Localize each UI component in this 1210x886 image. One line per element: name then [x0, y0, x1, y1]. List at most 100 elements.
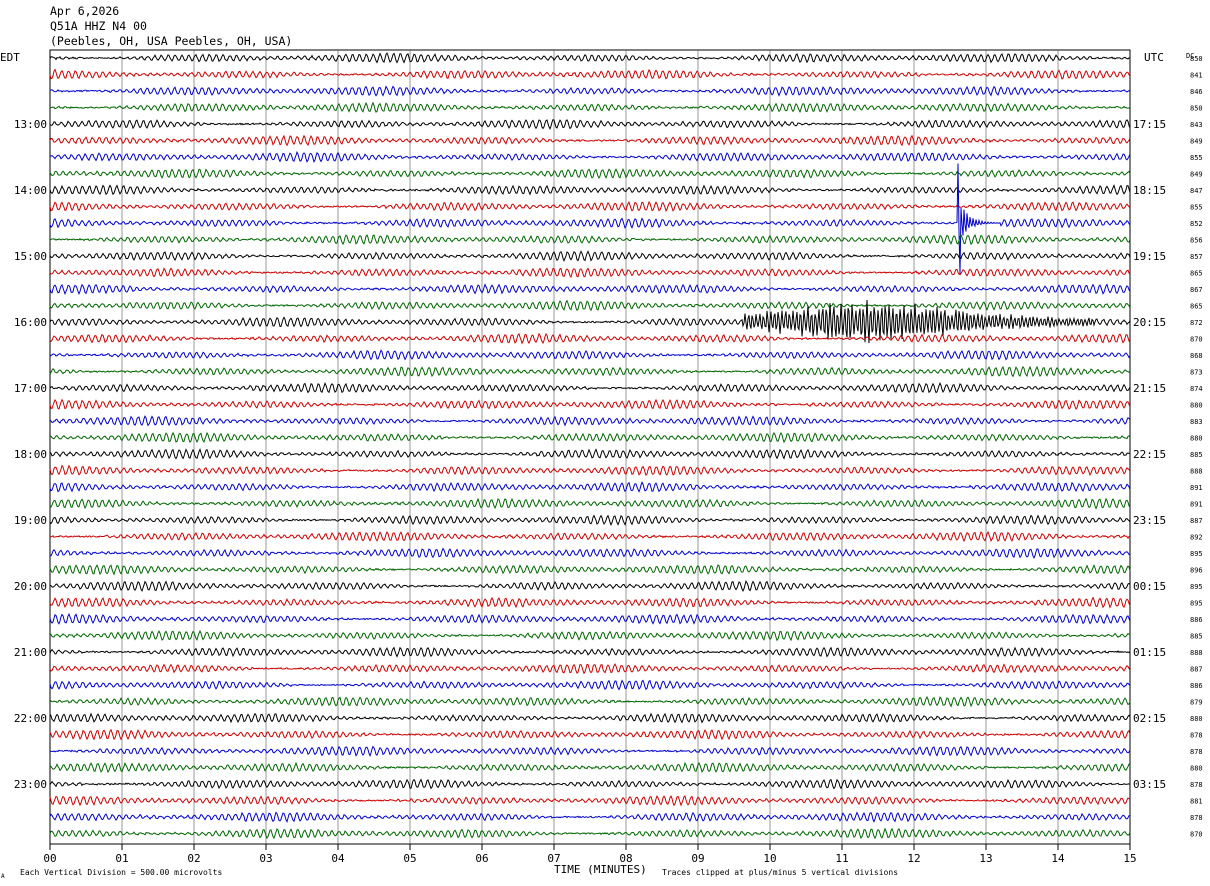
trace-line	[49, 233, 1131, 246]
dc-value: 887	[1190, 517, 1203, 525]
right-hour-label: 23:15	[1133, 514, 1166, 527]
dc-value: 892	[1190, 534, 1203, 542]
trace-line	[49, 167, 1131, 180]
trace-line	[49, 85, 1131, 97]
dc-value: 895	[1190, 550, 1203, 558]
right-hour-label: 03:15	[1133, 778, 1166, 791]
x-tick-label: 07	[547, 852, 560, 865]
trace-line	[49, 184, 1131, 196]
right-timezone-label: UTC	[1144, 51, 1164, 64]
dc-value: 865	[1190, 303, 1203, 311]
left-timezone-label: EDT	[0, 51, 20, 64]
plot-frame	[49, 49, 1131, 845]
dc-value: 850	[1190, 55, 1203, 63]
trace-line	[49, 728, 1131, 741]
dc-value: 841	[1190, 72, 1203, 80]
dc-value: 855	[1190, 154, 1203, 162]
x-tick-label: 03	[259, 852, 272, 865]
dc-header-label: DC	[1186, 52, 1194, 60]
left-hour-label: 16:00	[14, 316, 47, 329]
dc-value: 879	[1190, 699, 1203, 707]
trace-line	[49, 564, 1131, 576]
dc-value: 878	[1190, 781, 1203, 789]
right-hour-label: 20:15	[1133, 316, 1166, 329]
trace-line	[49, 150, 1131, 164]
trace-line	[49, 68, 1131, 80]
trace-line	[49, 349, 1131, 361]
trace-line	[49, 52, 1130, 64]
dc-value: 883	[1190, 418, 1203, 426]
trace-line	[49, 629, 1131, 642]
dc-value: 856	[1190, 237, 1203, 245]
left-hour-label: 21:00	[14, 646, 47, 659]
trace-line	[49, 646, 1131, 658]
left-hour-label: 14:00	[14, 184, 47, 197]
trace-line	[49, 679, 1131, 691]
trace-line	[49, 612, 1131, 625]
x-tick-label: 02	[187, 852, 200, 865]
right-hour-label: 21:15	[1133, 382, 1166, 395]
x-tick-label: 01	[115, 852, 128, 865]
dc-value: 880	[1190, 765, 1203, 773]
trace-line	[49, 530, 1131, 543]
trace-line	[49, 381, 1131, 394]
right-hour-label: 18:15	[1133, 184, 1166, 197]
trace-line	[49, 712, 1131, 724]
x-tick-label: 14	[1051, 852, 1065, 865]
trace-line	[49, 415, 1131, 427]
plot-grid	[49, 49, 1131, 845]
trace-line	[49, 163, 1131, 275]
dc-value: 847	[1190, 187, 1203, 195]
trace-line	[49, 299, 1131, 344]
x-tick-label: 05	[403, 852, 416, 865]
dc-value: 880	[1190, 402, 1203, 410]
dc-value: 888	[1190, 468, 1203, 476]
right-hour-label: 01:15	[1133, 646, 1166, 659]
x-tick-label: 11	[835, 852, 848, 865]
trace-line	[49, 267, 1131, 278]
footer-clip-note: Traces clipped at plus/minus 5 vertical …	[662, 868, 898, 877]
x-tick-label: 08	[619, 852, 632, 865]
x-tick-label: 10	[763, 852, 776, 865]
dc-value: 843	[1190, 121, 1203, 129]
dc-value: 868	[1190, 352, 1203, 360]
right-hour-label: 19:15	[1133, 250, 1166, 263]
trace-line	[49, 398, 1131, 410]
dc-value: 870	[1190, 336, 1203, 344]
header-station: Q51A HHZ N4 00	[50, 19, 147, 33]
trace-line	[49, 101, 1131, 114]
left-hour-label: 22:00	[14, 712, 47, 725]
dc-value: 873	[1190, 369, 1203, 377]
header-location: (Peebles, OH, USA Peebles, OH, USA)	[50, 34, 293, 48]
trace-line	[49, 695, 1131, 708]
dc-value: 896	[1190, 567, 1203, 575]
trace-line	[49, 119, 1131, 131]
dc-value: 891	[1190, 484, 1203, 492]
trace-line	[49, 811, 1131, 824]
trace-line	[49, 778, 1131, 790]
trace-line	[49, 200, 1131, 212]
x-tick-label: 04	[331, 852, 345, 865]
trace-line	[49, 745, 1131, 758]
trace-line	[49, 663, 1131, 675]
dc-value: 888	[1190, 649, 1203, 657]
dc-value: 885	[1190, 633, 1203, 641]
dc-value: 857	[1190, 253, 1203, 261]
trace-line	[49, 580, 1131, 593]
trace-line	[49, 596, 1131, 609]
trace-line	[49, 332, 1131, 345]
trace-line	[49, 283, 1131, 296]
x-tick-label: 13	[979, 852, 992, 865]
right-hour-label: 22:15	[1133, 448, 1166, 461]
left-hour-label: 20:00	[14, 580, 47, 593]
right-hour-label: 00:15	[1133, 580, 1166, 593]
trace-line	[49, 365, 1131, 378]
trace-line	[49, 299, 1131, 312]
dc-value: 849	[1190, 138, 1203, 146]
trace-line	[49, 514, 1131, 526]
dc-value: 849	[1190, 171, 1203, 179]
dc-value: 887	[1190, 666, 1203, 674]
right-hour-label: 02:15	[1133, 712, 1166, 725]
trace-line	[49, 547, 1131, 559]
dc-value: 891	[1190, 501, 1203, 509]
